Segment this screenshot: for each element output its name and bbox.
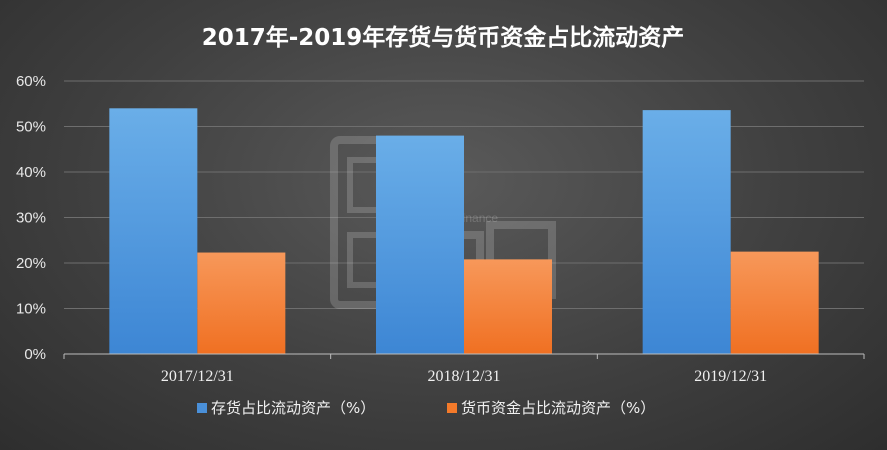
bar bbox=[197, 252, 286, 354]
y-axis: 0% 10% 20% 30% 40% 50% 60% bbox=[16, 73, 46, 363]
bar bbox=[642, 110, 731, 355]
y-tick-label: 10% bbox=[16, 301, 46, 318]
y-tick-label: 0% bbox=[24, 346, 46, 363]
y-tick-label: 60% bbox=[16, 73, 46, 90]
legend-label: 存货占比流动资产（%） bbox=[211, 399, 375, 417]
bars bbox=[109, 108, 819, 355]
legend-swatch bbox=[197, 403, 207, 413]
legend-swatch bbox=[447, 403, 457, 413]
y-tick-label: 30% bbox=[16, 210, 46, 227]
x-tick-label: 2018/12/31 bbox=[428, 368, 501, 385]
bar bbox=[730, 251, 819, 354]
legend-label: 货币资金占比流动资产（%） bbox=[461, 399, 655, 417]
x-tick-label: 2017/12/31 bbox=[161, 368, 234, 385]
legend: 存货占比流动资产（%） 货币资金占比流动资产（%） bbox=[197, 399, 655, 417]
y-tick-label: 50% bbox=[16, 119, 46, 136]
bar bbox=[109, 108, 198, 354]
y-tick-label: 40% bbox=[16, 164, 46, 181]
bar bbox=[464, 259, 552, 354]
x-axis: 2017/12/31 2018/12/31 2019/12/31 bbox=[63, 354, 865, 385]
chart-title: 2017年-2019年存货与货币资金占比流动资产 bbox=[202, 24, 685, 51]
bar bbox=[376, 135, 464, 354]
x-tick-label: 2019/12/31 bbox=[694, 368, 767, 385]
y-tick-label: 20% bbox=[16, 255, 46, 272]
